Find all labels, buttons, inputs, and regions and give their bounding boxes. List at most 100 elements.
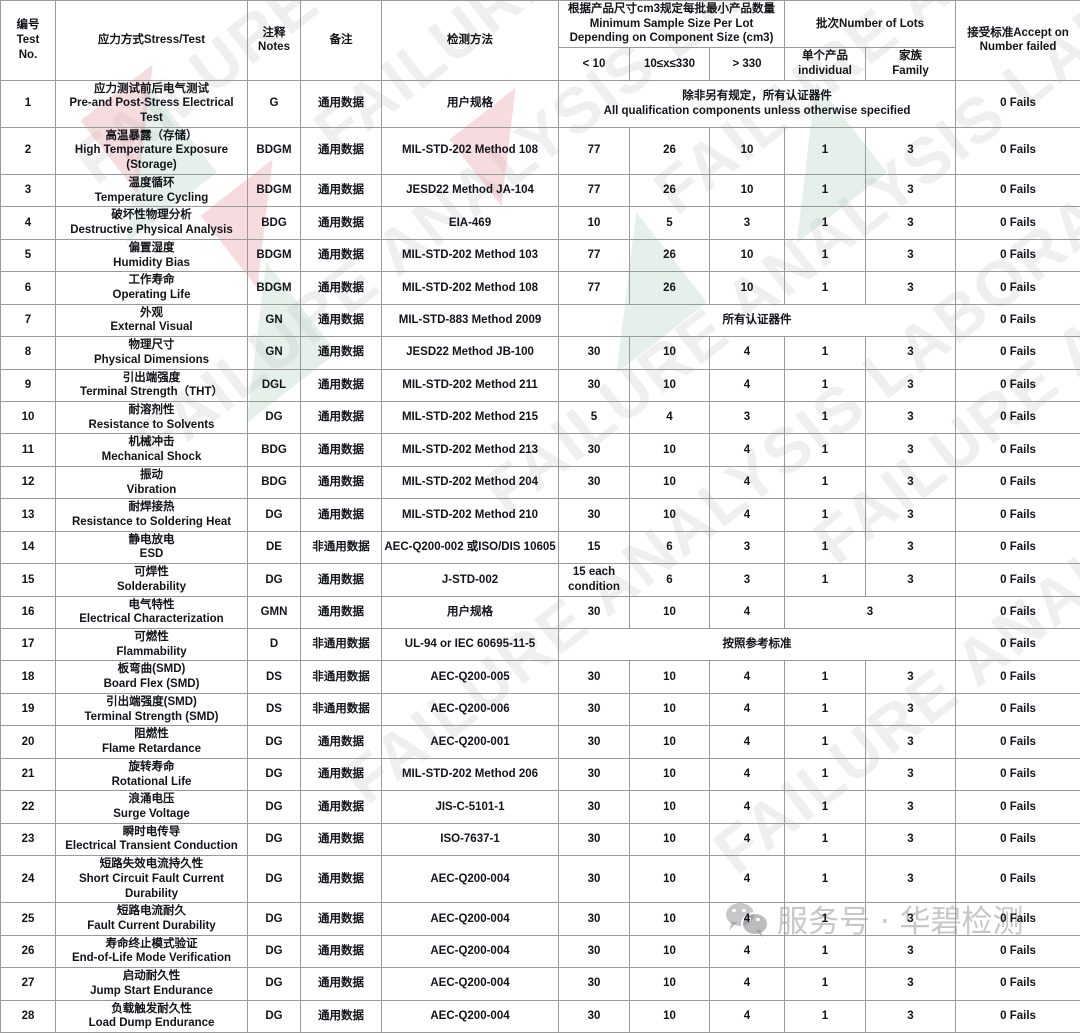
row-accept-on: 0 Fails	[956, 903, 1080, 935]
row-lots-individual: 1	[785, 174, 866, 206]
row-notes: BDG	[248, 207, 301, 239]
row-method: AEC-Q200-001	[382, 726, 559, 758]
row-remark: 通用数据	[301, 499, 382, 531]
row-test-no: 2	[1, 127, 56, 174]
stress-test-en: ESD	[58, 547, 245, 562]
merged-requirement-line: 除非另有规定，所有认证器件	[561, 89, 953, 104]
row-remark: 通用数据	[301, 596, 382, 628]
row-size-lt10: 30	[559, 1000, 630, 1032]
header-sample-cn: 根据产品尺寸cm3规定每批最小产品数量	[561, 2, 782, 17]
row-size-mid: 6	[630, 531, 710, 563]
row-method: AEC-Q200-004	[382, 856, 559, 903]
row-merged-requirement: 按照参考标准	[559, 629, 956, 661]
row-size-mid: 10	[630, 856, 710, 903]
row-method: 用户规格	[382, 596, 559, 628]
row-size-lt10: 77	[559, 239, 630, 271]
header-notes-en: Notes	[250, 40, 298, 55]
row-test-no: 24	[1, 856, 56, 903]
row-size-gt330: 10	[710, 127, 785, 174]
row-notes: DG	[248, 564, 301, 596]
row-size-mid: 10	[630, 968, 710, 1000]
row-method: AEC-Q200-004	[382, 968, 559, 1000]
row-accept-on: 0 Fails	[956, 272, 1080, 304]
row-test-no: 14	[1, 531, 56, 563]
row-method: MIL-STD-202 Method 108	[382, 127, 559, 174]
row-size-mid: 5	[630, 207, 710, 239]
row-method: AEC-Q200-004	[382, 903, 559, 935]
row-size-lt10: 30	[559, 823, 630, 855]
row-test-no: 4	[1, 207, 56, 239]
header-size-gt330: > 330	[710, 48, 785, 80]
header-individual-cn: 单个产品	[787, 49, 863, 64]
row-size-lt10: 30	[559, 856, 630, 903]
header-family-cn: 家族	[868, 49, 953, 64]
row-notes: GN	[248, 337, 301, 369]
row-test-no: 22	[1, 791, 56, 823]
row-method: UL-94 or IEC 60695-11-5	[382, 629, 559, 661]
stress-test-en: Vibration	[58, 483, 245, 498]
row-size-gt330: 3	[710, 401, 785, 433]
row-size-gt330: 3	[710, 531, 785, 563]
row-size-lt10: 30	[559, 466, 630, 498]
row-remark: 非通用数据	[301, 531, 382, 563]
row-accept-on: 0 Fails	[956, 207, 1080, 239]
row-test-no: 3	[1, 174, 56, 206]
header-row-1: 编号 Test No. 应力方式Stress/Test 注释 Notes 备注 …	[1, 1, 1080, 48]
row-method: MIL-STD-202 Method 213	[382, 434, 559, 466]
row-size-mid: 10	[630, 466, 710, 498]
row-size-gt330: 4	[710, 337, 785, 369]
row-method: MIL-STD-202 Method 108	[382, 272, 559, 304]
header-method: 检测方法	[382, 1, 559, 81]
stress-test-cn: 短路电流耐久	[58, 904, 245, 919]
row-accept-on: 0 Fails	[956, 758, 1080, 790]
row-accept-on: 0 Fails	[956, 693, 1080, 725]
stress-test-cn: 耐焊接热	[58, 500, 245, 515]
stress-test-en: Fault Current Durability	[58, 919, 245, 934]
stress-test-en: Jump Start Endurance	[58, 984, 245, 999]
row-lots-individual: 1	[785, 661, 866, 693]
row-lots-family: 3	[866, 127, 956, 174]
stress-test-en: Solderability	[58, 580, 245, 595]
row-lots-individual: 1	[785, 968, 866, 1000]
row-method: AEC-Q200-005	[382, 661, 559, 693]
row-method: 用户规格	[382, 80, 559, 127]
header-sample-size: 根据产品尺寸cm3规定每批最小产品数量 Minimum Sample Size …	[559, 1, 785, 48]
row-remark: 通用数据	[301, 726, 382, 758]
stress-test-en: Flame Retardance	[58, 742, 245, 757]
stress-test-cn: 静电放电	[58, 533, 245, 548]
row-remark: 通用数据	[301, 80, 382, 127]
row-method: MIL-STD-202 Method 210	[382, 499, 559, 531]
row-notes: DGL	[248, 369, 301, 401]
row-remark: 非通用数据	[301, 693, 382, 725]
header-number-of-lots: 批次Number of Lots	[785, 1, 956, 48]
row-notes: G	[248, 80, 301, 127]
row-lots-individual: 1	[785, 239, 866, 271]
row-accept-on: 0 Fails	[956, 466, 1080, 498]
row-size-lt10: 30	[559, 337, 630, 369]
row-method: AEC-Q200-002 或ISO/DIS 10605	[382, 531, 559, 563]
header-sample-en2: Depending on Component Size (cm3)	[561, 31, 782, 46]
row-stress-test: 高温暴露（存储）High Temperature Exposure(Storag…	[56, 127, 248, 174]
row-remark: 通用数据	[301, 564, 382, 596]
row-size-mid: 26	[630, 174, 710, 206]
row-size-mid: 10	[630, 726, 710, 758]
row-test-no: 6	[1, 272, 56, 304]
row-notes: DS	[248, 661, 301, 693]
row-size-mid: 10	[630, 791, 710, 823]
row-lots-family: 3	[866, 823, 956, 855]
row-size-mid: 10	[630, 903, 710, 935]
row-size-gt330: 4	[710, 968, 785, 1000]
